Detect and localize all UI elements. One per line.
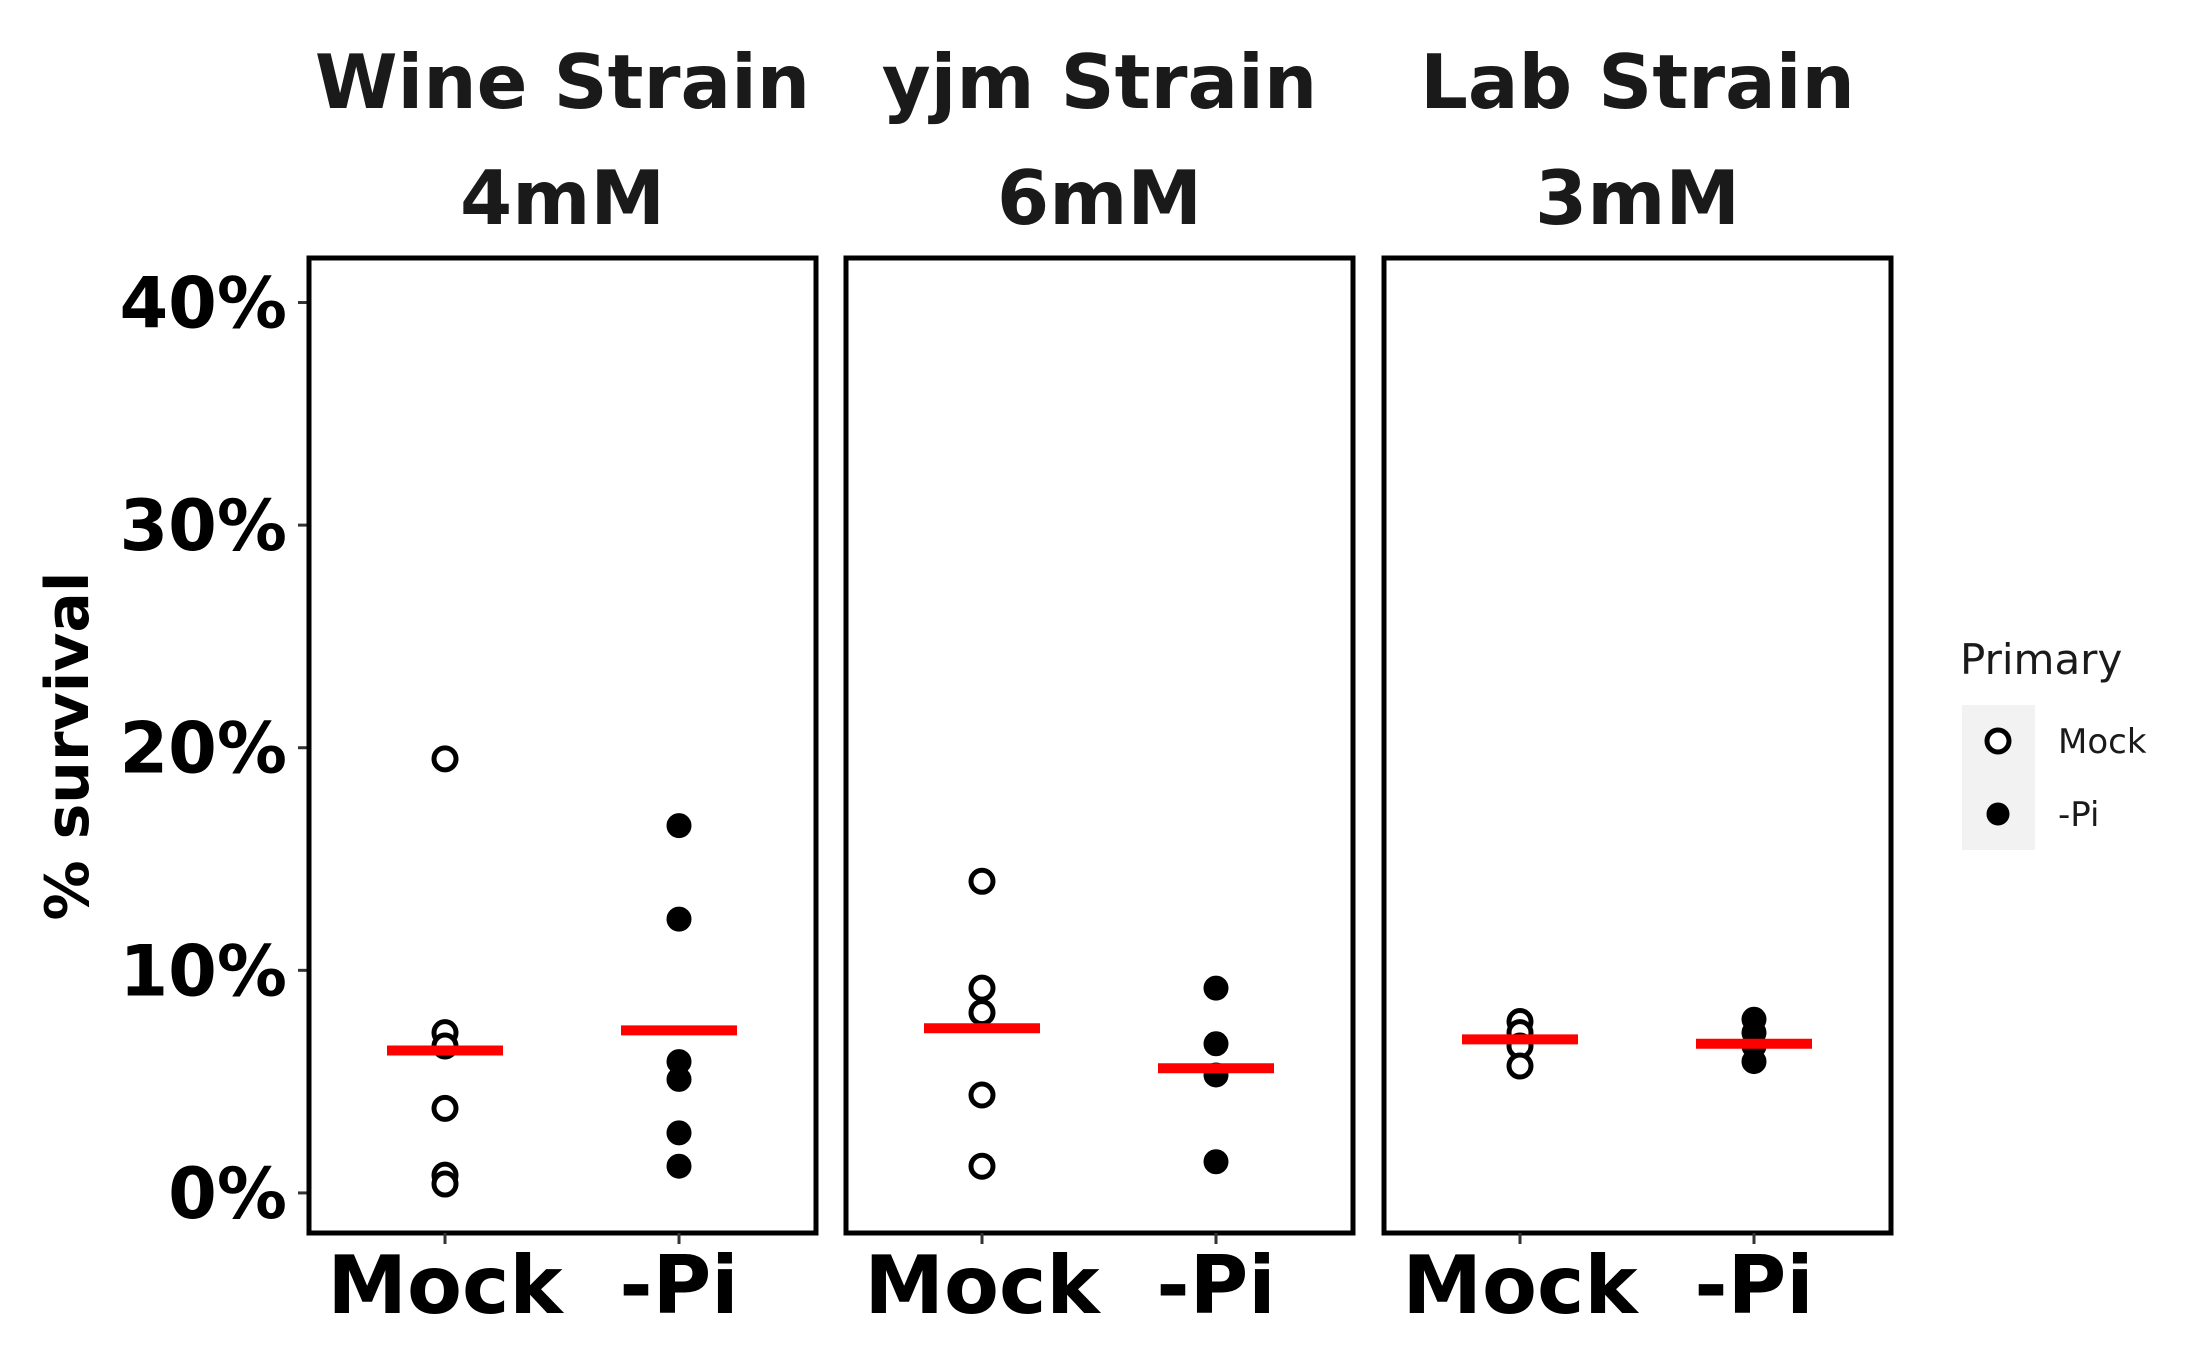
legend-marker-filled xyxy=(1986,802,2010,826)
data-point-open xyxy=(968,974,996,1002)
data-point-filled xyxy=(1741,1049,1767,1075)
legend-item-label: Mock xyxy=(2058,722,2147,762)
data-point-filled xyxy=(666,813,692,839)
data-point-filled xyxy=(666,1120,692,1146)
y-tick-label: 30% xyxy=(119,485,287,567)
data-point-open xyxy=(968,1081,996,1109)
y-tick-label: 40% xyxy=(119,263,287,345)
data-point-open xyxy=(968,867,996,895)
x-tick-label: Mock xyxy=(327,1239,564,1332)
y-tick-label: 0% xyxy=(168,1153,287,1235)
panel-title-concentration: 6mM xyxy=(997,154,1202,242)
panel-border xyxy=(306,255,819,1236)
x-tick-label: -Pi xyxy=(619,1239,738,1332)
x-tick-label: Mock xyxy=(864,1239,1101,1332)
panel-title-strain: Lab Strain xyxy=(1420,38,1855,126)
panel-border xyxy=(843,255,1356,1236)
data-point-filled xyxy=(1203,975,1229,1001)
data-point-filled xyxy=(1203,1149,1229,1175)
legend-title: Primary xyxy=(1960,635,2122,684)
data-point-open xyxy=(1506,1052,1534,1080)
legend-key-background xyxy=(1962,705,2035,850)
data-point-open xyxy=(431,745,459,773)
panel-title-strain: Wine Strain xyxy=(315,38,810,126)
panel-title-strain: yjm Strain xyxy=(882,38,1317,126)
data-point-open xyxy=(968,1152,996,1180)
legend-marker-open xyxy=(1984,727,2012,755)
x-tick-label: -Pi xyxy=(1156,1239,1275,1332)
data-point-filled xyxy=(666,906,692,932)
data-point-open xyxy=(431,1170,459,1198)
data-point-filled xyxy=(1203,1031,1229,1057)
data-point-open xyxy=(431,1094,459,1122)
data-point-filled xyxy=(666,1153,692,1179)
data-point-open xyxy=(968,999,996,1027)
x-tick-label: -Pi xyxy=(1694,1239,1813,1332)
data-point-filled xyxy=(666,1066,692,1092)
y-axis-title: % survival xyxy=(33,572,103,921)
y-tick-label: 10% xyxy=(119,930,287,1012)
x-tick-label: Mock xyxy=(1402,1239,1639,1332)
panel-title-concentration: 4mM xyxy=(460,154,665,242)
legend-item-label: -Pi xyxy=(2058,795,2099,835)
panel-border xyxy=(1381,255,1894,1236)
panel-title-concentration: 3mM xyxy=(1535,154,1740,242)
y-tick-label: 20% xyxy=(119,708,287,790)
